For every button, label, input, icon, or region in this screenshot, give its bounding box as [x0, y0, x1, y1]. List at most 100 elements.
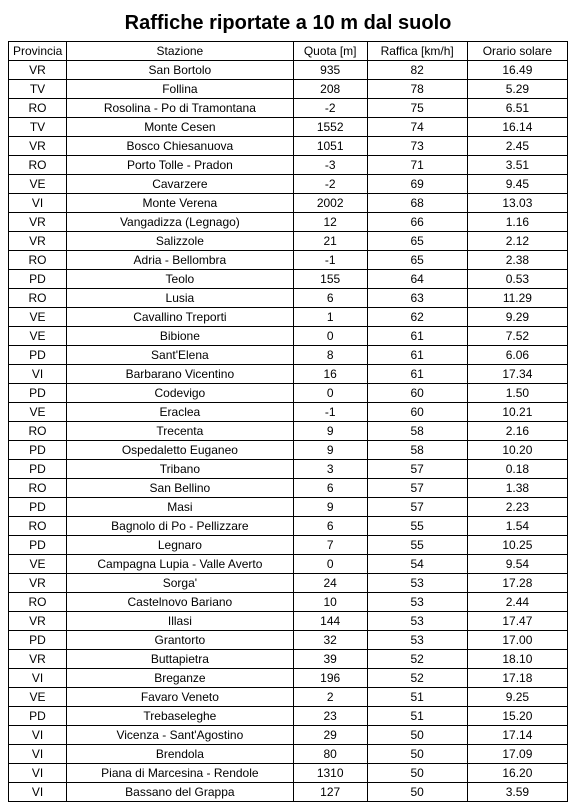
table-cell: 6.51 — [467, 99, 567, 118]
table-cell: 9 — [293, 422, 367, 441]
table-row: ROSan Bellino6571.38 — [9, 479, 568, 498]
table-cell: Teolo — [67, 270, 294, 289]
table-cell: 54 — [367, 555, 467, 574]
table-cell: VE — [9, 688, 67, 707]
table-cell: 65 — [367, 251, 467, 270]
table-cell: Campagna Lupia - Valle Averto — [67, 555, 294, 574]
table-cell: Vangadizza (Legnago) — [67, 213, 294, 232]
table-row: VECavarzere-2699.45 — [9, 175, 568, 194]
table-row: VRSalizzole21652.12 — [9, 232, 568, 251]
table-cell: 11.29 — [467, 289, 567, 308]
table-cell: 1 — [293, 308, 367, 327]
table-cell: Bibione — [67, 327, 294, 346]
table-cell: -2 — [293, 175, 367, 194]
table-cell: PD — [9, 270, 67, 289]
table-cell: 1.50 — [467, 384, 567, 403]
table-cell: VE — [9, 175, 67, 194]
table-cell: 17.18 — [467, 669, 567, 688]
table-row: PDTeolo155640.53 — [9, 270, 568, 289]
table-cell: Bagnolo di Po - Pellizzare — [67, 517, 294, 536]
table-cell: 0 — [293, 327, 367, 346]
col-header-4: Orario solare — [467, 42, 567, 61]
table-cell: Sant'Elena — [67, 346, 294, 365]
table-row: PDTribano3570.18 — [9, 460, 568, 479]
table-cell: 17.34 — [467, 365, 567, 384]
col-header-0: Provincia — [9, 42, 67, 61]
table-cell: 55 — [367, 536, 467, 555]
table-cell: 50 — [367, 783, 467, 802]
table-cell: 10.21 — [467, 403, 567, 422]
table-cell: 6 — [293, 479, 367, 498]
page-title: Raffiche riportate a 10 m dal suolo — [8, 12, 568, 35]
table-cell: Vicenza - Sant'Agostino — [67, 726, 294, 745]
table-cell: 2002 — [293, 194, 367, 213]
table-cell: Cavallino Treporti — [67, 308, 294, 327]
table-cell: 78 — [367, 80, 467, 99]
table-cell: 2.16 — [467, 422, 567, 441]
table-cell: 1310 — [293, 764, 367, 783]
table-row: PDOspedaletto Euganeo95810.20 — [9, 441, 568, 460]
table-cell: VE — [9, 308, 67, 327]
table-row: ROCastelnovo Bariano10532.44 — [9, 593, 568, 612]
table-cell: 0.18 — [467, 460, 567, 479]
table-cell: PD — [9, 460, 67, 479]
table-cell: 7 — [293, 536, 367, 555]
table-cell: RO — [9, 251, 67, 270]
table-cell: 29 — [293, 726, 367, 745]
table-cell: RO — [9, 156, 67, 175]
table-cell: 9 — [293, 441, 367, 460]
table-cell: 3 — [293, 460, 367, 479]
table-row: RORosolina - Po di Tramontana-2756.51 — [9, 99, 568, 118]
table-cell: 16.20 — [467, 764, 567, 783]
table-cell: 62 — [367, 308, 467, 327]
table-cell: VI — [9, 194, 67, 213]
table-cell: 69 — [367, 175, 467, 194]
table-cell: PD — [9, 707, 67, 726]
table-cell: 2.38 — [467, 251, 567, 270]
table-cell: 10 — [293, 593, 367, 612]
table-cell: 2.44 — [467, 593, 567, 612]
table-row: ROTrecenta9582.16 — [9, 422, 568, 441]
table-row: TVFollina208785.29 — [9, 80, 568, 99]
table-cell: RO — [9, 99, 67, 118]
table-cell: PD — [9, 384, 67, 403]
table-cell: 57 — [367, 479, 467, 498]
table-cell: 75 — [367, 99, 467, 118]
table-row: VECavallino Treporti1629.29 — [9, 308, 568, 327]
table-row: VEBibione0617.52 — [9, 327, 568, 346]
table-cell: Eraclea — [67, 403, 294, 422]
table-cell: Trecenta — [67, 422, 294, 441]
table-cell: 21 — [293, 232, 367, 251]
table-cell: 5.29 — [467, 80, 567, 99]
table-cell: -1 — [293, 403, 367, 422]
table-cell: 17.09 — [467, 745, 567, 764]
table-cell: 17.14 — [467, 726, 567, 745]
table-row: PDLegnaro75510.25 — [9, 536, 568, 555]
table-cell: 24 — [293, 574, 367, 593]
table-cell: RO — [9, 289, 67, 308]
table-cell: 52 — [367, 650, 467, 669]
table-cell: 68 — [367, 194, 467, 213]
table-cell: 935 — [293, 61, 367, 80]
table-cell: 50 — [367, 764, 467, 783]
table-cell: 1552 — [293, 118, 367, 137]
table-cell: 9.54 — [467, 555, 567, 574]
table-cell: 9.29 — [467, 308, 567, 327]
table-cell: 53 — [367, 574, 467, 593]
table-cell: RO — [9, 593, 67, 612]
table-row: PDGrantorto325317.00 — [9, 631, 568, 650]
table-cell: 2.45 — [467, 137, 567, 156]
table-cell: Barbarano Vicentino — [67, 365, 294, 384]
table-cell: RO — [9, 479, 67, 498]
table-cell: 18.10 — [467, 650, 567, 669]
table-cell: VI — [9, 726, 67, 745]
table-row: VRIllasi1445317.47 — [9, 612, 568, 631]
table-cell: San Bellino — [67, 479, 294, 498]
table-cell: 0.53 — [467, 270, 567, 289]
table-cell: VE — [9, 403, 67, 422]
table-cell: 17.28 — [467, 574, 567, 593]
table-cell: 73 — [367, 137, 467, 156]
table-cell: Rosolina - Po di Tramontana — [67, 99, 294, 118]
table-cell: 1051 — [293, 137, 367, 156]
table-cell: RO — [9, 422, 67, 441]
